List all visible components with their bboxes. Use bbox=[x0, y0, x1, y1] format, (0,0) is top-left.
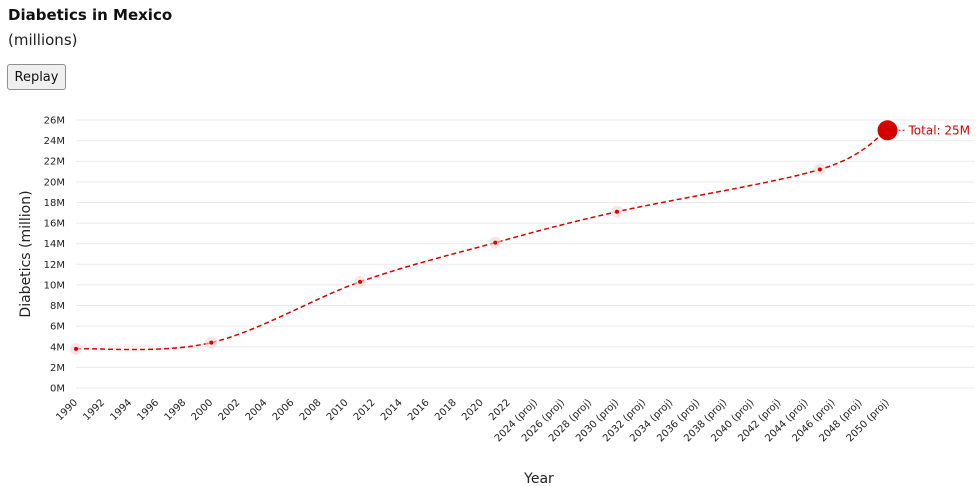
y-tick-label: 16M bbox=[44, 219, 65, 230]
x-tick-label: 1994 bbox=[108, 397, 134, 423]
data-point bbox=[74, 346, 78, 351]
x-tick-label: 2002 bbox=[217, 397, 243, 423]
y-tick-label: 8M bbox=[50, 301, 65, 312]
data-points bbox=[70, 120, 898, 355]
x-tick-label: 2014 bbox=[379, 397, 405, 423]
y-tick-label: 26M bbox=[44, 116, 65, 127]
y-tick-label: 22M bbox=[44, 157, 65, 168]
y-tick-label: 0M bbox=[50, 384, 65, 395]
x-tick-label: 2000 bbox=[190, 397, 216, 423]
y-axis-title: Diabetics (million) bbox=[18, 190, 34, 317]
data-point bbox=[615, 209, 619, 214]
y-tick-label: 4M bbox=[50, 342, 65, 353]
y-tick-label: 2M bbox=[50, 363, 65, 374]
data-point bbox=[209, 340, 214, 345]
x-tick-label: 2012 bbox=[352, 397, 378, 423]
end-label: Total: 25M bbox=[908, 123, 971, 137]
x-tick-label: 1990 bbox=[54, 397, 80, 423]
y-tick-label: 12M bbox=[44, 260, 65, 271]
x-tick-label: 2006 bbox=[271, 397, 297, 423]
x-tick-label: 1992 bbox=[81, 397, 107, 423]
data-point bbox=[817, 167, 822, 172]
chart-title: Diabetics in Mexico bbox=[8, 6, 173, 24]
x-tick-label: 2004 bbox=[244, 397, 270, 423]
x-tick-label: 2020 bbox=[460, 397, 486, 423]
y-tick-label: 24M bbox=[44, 136, 65, 147]
replay-button[interactable]: Replay bbox=[7, 64, 66, 90]
y-tick-label: 18M bbox=[44, 198, 65, 209]
grid-lines bbox=[76, 119, 975, 389]
y-axis-ticks: 0M 2M 4M 6M 8M 10M 12M 14M 16M 18M 20M 22M 24M 26M bbox=[44, 116, 65, 395]
x-tick-label: 2016 bbox=[406, 397, 432, 423]
y-tick-label: 14M bbox=[44, 239, 65, 250]
data-point bbox=[358, 279, 363, 284]
x-tick-label: 1996 bbox=[135, 397, 161, 423]
chart-subtitle: (millions) bbox=[8, 31, 78, 49]
data-point bbox=[493, 240, 498, 245]
x-axis-title: Year bbox=[523, 471, 554, 486]
x-tick-label: 1998 bbox=[163, 397, 189, 423]
x-tick-label: 2018 bbox=[433, 397, 459, 423]
x-tick-label: 2010 bbox=[325, 397, 351, 423]
x-axis-ticks: 1990 1992 1994 1996 1998 2000 2002 2004 2006 2008… bbox=[54, 397, 891, 444]
series-line bbox=[75, 129, 888, 351]
x-tick-label: 2008 bbox=[298, 397, 324, 423]
y-tick-label: 20M bbox=[44, 177, 65, 188]
y-tick-label: 6M bbox=[50, 322, 65, 333]
data-point-final bbox=[877, 120, 898, 141]
y-tick-label: 10M bbox=[44, 280, 65, 291]
